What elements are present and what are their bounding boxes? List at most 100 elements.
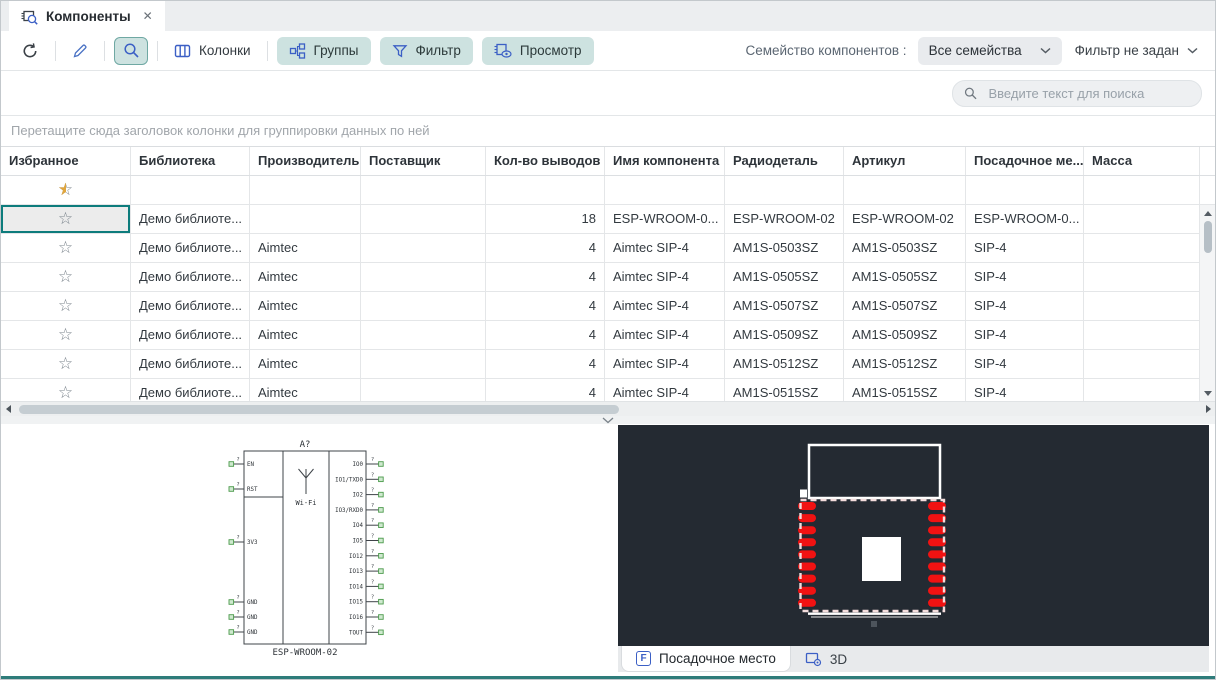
- svg-text:?: ?: [236, 482, 239, 488]
- cell-library: Демо библиоте...: [131, 234, 250, 262]
- scroll-down-arrow[interactable]: [1200, 386, 1215, 400]
- svg-text:IO13: IO13: [349, 569, 363, 575]
- cell-library: Демо библиоте...: [131, 205, 250, 233]
- tab-footprint[interactable]: F Посадочное место: [621, 646, 791, 672]
- cell-favorite: ☆: [1, 205, 131, 233]
- horizontal-scrollbar[interactable]: [1, 401, 1215, 416]
- filter-button[interactable]: Фильтр: [379, 36, 473, 65]
- filter-status-dropdown[interactable]: Фильтр не задан: [1071, 43, 1202, 58]
- cell-footprint: ESP-WROOM-0...: [966, 205, 1084, 233]
- scroll-right-arrow[interactable]: [1202, 402, 1214, 416]
- svg-text:?: ?: [371, 579, 374, 585]
- filter-cell-supplier[interactable]: [361, 176, 486, 204]
- search-toggle-button[interactable]: [114, 36, 148, 65]
- filter-funnel-icon: [392, 44, 407, 57]
- filter-cell-article[interactable]: [844, 176, 966, 204]
- favorite-filter-star[interactable]: ★☆: [57, 180, 74, 199]
- column-header-library[interactable]: Библиотека: [131, 147, 250, 175]
- components-table: Избранное Библиотека Производитель Поставщи…: [1, 147, 1215, 401]
- column-header-favorite[interactable]: Избранное: [1, 147, 131, 175]
- column-header-pin_count[interactable]: Кол-во выводов: [486, 147, 605, 175]
- table-row[interactable]: ☆ Демо библиоте... Aimtec 4 Aimtec SIP-4 AM1S…: [1, 234, 1215, 263]
- horizontal-scrollbar-thumb[interactable]: [19, 405, 619, 414]
- favorite-star[interactable]: ☆: [57, 267, 74, 286]
- search-box[interactable]: [952, 80, 1202, 107]
- cell-supplier: [361, 263, 486, 291]
- table-row[interactable]: ☆ Демо библиоте... Aimtec 4 Aimtec SIP-4 AM1S…: [1, 263, 1215, 292]
- edit-button[interactable]: [65, 37, 95, 65]
- filter-cell-footprint[interactable]: [966, 176, 1084, 204]
- table-row[interactable]: ☆ Демо библиоте... Aimtec 4 Aimtec SIP-4 AM1S…: [1, 292, 1215, 321]
- table-row[interactable]: ☆ Демо библиоте... Aimtec 4 Aimtec SIP-4 AM1S…: [1, 379, 1215, 401]
- cell-component_name: Aimtec SIP-4: [605, 379, 725, 401]
- scroll-left-arrow[interactable]: [2, 402, 14, 416]
- filter-status-label: Фильтр не задан: [1074, 43, 1179, 58]
- filter-cell-favorite[interactable]: ★☆: [1, 176, 131, 204]
- scroll-up-arrow[interactable]: [1200, 206, 1215, 220]
- favorite-star[interactable]: ☆: [57, 238, 74, 257]
- column-header-mass[interactable]: Масса: [1084, 147, 1200, 175]
- search-field-icon: [964, 87, 977, 100]
- splitter[interactable]: [1, 416, 1215, 424]
- cell-mass: [1084, 234, 1200, 262]
- filter-cell-mass[interactable]: [1084, 176, 1200, 204]
- collapse-chevron-icon[interactable]: [602, 417, 614, 424]
- svg-text:?: ?: [371, 488, 374, 494]
- family-select[interactable]: Все семейства: [917, 36, 1062, 65]
- cell-mass: [1084, 350, 1200, 378]
- cell-article: ESP-WROOM-02: [844, 205, 966, 233]
- table-header-row: Избранное Библиотека Производитель Поставщи…: [1, 147, 1215, 176]
- svg-text:GND: GND: [247, 630, 258, 636]
- favorite-star[interactable]: ☆: [57, 209, 74, 228]
- column-header-part[interactable]: Радиодеталь: [725, 147, 844, 175]
- favorite-star[interactable]: ☆: [57, 296, 74, 315]
- column-header-manufacturer[interactable]: Производитель: [250, 147, 361, 175]
- cell-supplier: [361, 379, 486, 401]
- preview-button[interactable]: Просмотр: [481, 36, 594, 65]
- filter-cell-part[interactable]: [725, 176, 844, 204]
- refresh-button[interactable]: [14, 37, 46, 65]
- schematic-symbol: A? Wi-Fi ESP-WROOM-02? EN? RST? 3V3? GND? GND? G…: [228, 440, 384, 658]
- vertical-scrollbar-thumb[interactable]: [1204, 221, 1212, 253]
- svg-text:IO16: IO16: [349, 615, 363, 621]
- filter-cell-pin_count[interactable]: [486, 176, 605, 204]
- filter-cell-manufacturer[interactable]: [250, 176, 361, 204]
- chevron-down-icon: [1040, 47, 1051, 54]
- cell-part: AM1S-0507SZ: [725, 292, 844, 320]
- table-row[interactable]: ☆ Демо библиоте... 18 ESP-WROOM-0... ESP-WRO…: [1, 205, 1215, 234]
- svg-text:?: ?: [236, 457, 239, 463]
- cell-favorite: ☆: [1, 321, 131, 349]
- favorite-star[interactable]: ☆: [57, 354, 74, 373]
- cell-manufacturer: Aimtec: [250, 292, 361, 320]
- tab-3d[interactable]: 3D: [791, 646, 861, 672]
- toolbar-divider: [55, 40, 56, 61]
- chevron-down-icon: [1187, 47, 1198, 54]
- columns-button[interactable]: Колонки: [167, 37, 258, 65]
- group-drop-zone[interactable]: Перетащите сюда заголовок колонки для гр…: [1, 116, 1215, 147]
- table-row[interactable]: ☆ Демо библиоте... Aimtec 4 Aimtec SIP-4 AM1S…: [1, 321, 1215, 350]
- preview-button-label: Просмотр: [519, 43, 582, 58]
- cell-part: AM1S-0509SZ: [725, 321, 844, 349]
- favorite-star[interactable]: ☆: [57, 383, 74, 401]
- groups-button[interactable]: Группы: [276, 36, 371, 65]
- columns-button-label: Колонки: [199, 43, 251, 58]
- toolbar-divider: [266, 40, 268, 61]
- svg-text:IO12: IO12: [349, 554, 363, 560]
- filter-row[interactable]: ★☆: [1, 176, 1215, 205]
- close-tab-icon[interactable]: ✕: [142, 9, 153, 23]
- search-input[interactable]: [986, 85, 1190, 102]
- column-header-article[interactable]: Артикул: [844, 147, 966, 175]
- column-header-component_name[interactable]: Имя компонента: [605, 147, 725, 175]
- footprint-pad: [798, 502, 816, 510]
- filter-cell-component_name[interactable]: [605, 176, 725, 204]
- footprint-pad: [798, 562, 816, 571]
- vertical-scrollbar[interactable]: [1199, 205, 1215, 401]
- cell-manufacturer: Aimtec: [250, 350, 361, 378]
- column-header-supplier[interactable]: Поставщик: [361, 147, 486, 175]
- cell-pin_count: 18: [486, 205, 605, 233]
- tab-components[interactable]: Компоненты ✕: [9, 1, 165, 31]
- column-header-footprint[interactable]: Посадочное ме...: [966, 147, 1084, 175]
- favorite-star[interactable]: ☆: [57, 325, 74, 344]
- table-row[interactable]: ☆ Демо библиоте... Aimtec 4 Aimtec SIP-4 AM1S…: [1, 350, 1215, 379]
- filter-cell-library[interactable]: [131, 176, 250, 204]
